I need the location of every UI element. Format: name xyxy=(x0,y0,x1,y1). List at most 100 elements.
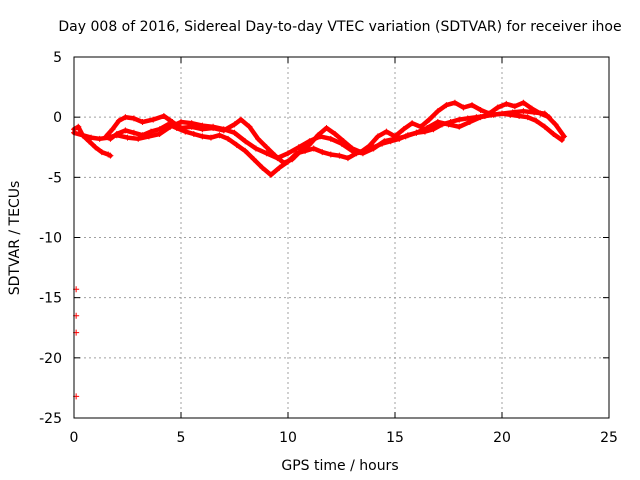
data-point xyxy=(237,116,244,123)
data-point xyxy=(231,121,238,128)
data-point xyxy=(139,132,146,139)
data-point xyxy=(165,121,172,128)
y-tick-label: 5 xyxy=(53,50,62,66)
data-point xyxy=(242,147,249,154)
data-point xyxy=(336,152,343,159)
data-point xyxy=(160,112,167,119)
data-point xyxy=(421,128,428,135)
y-tick-label: -5 xyxy=(48,170,62,186)
chart-title: Day 008 of 2016, Sidereal Day-to-day VTE… xyxy=(58,19,621,35)
data-point xyxy=(520,99,527,106)
data-point xyxy=(481,112,488,119)
y-tick-label: -15 xyxy=(39,291,62,307)
data-point xyxy=(293,150,300,157)
data-point xyxy=(327,151,334,158)
data-point xyxy=(276,164,283,171)
data-point xyxy=(473,114,480,121)
data-point xyxy=(507,111,514,118)
data-point xyxy=(285,158,291,165)
data-point xyxy=(550,131,557,138)
x-tick-label: 5 xyxy=(177,430,186,446)
y-tick-label: -20 xyxy=(39,351,62,367)
data-point xyxy=(124,134,131,141)
data-point xyxy=(426,116,433,123)
x-tick-label: 15 xyxy=(386,430,404,446)
data-point xyxy=(310,145,317,152)
data-point xyxy=(327,135,334,142)
data-point xyxy=(443,102,450,109)
data-point xyxy=(499,110,505,117)
x-tick-label: 0 xyxy=(70,430,79,446)
data-point xyxy=(434,108,441,115)
data-point xyxy=(558,137,565,144)
data-point xyxy=(130,115,137,122)
data-point xyxy=(255,135,262,142)
data-point xyxy=(516,112,523,119)
data-point xyxy=(207,134,214,141)
data-point xyxy=(430,126,437,133)
data-point xyxy=(451,99,458,106)
y-tick-label: -25 xyxy=(39,411,62,427)
data-point xyxy=(469,102,476,109)
x-tick-label: 20 xyxy=(493,430,511,446)
data-point xyxy=(537,110,544,117)
data-point xyxy=(220,127,227,134)
data-point xyxy=(494,104,501,111)
data-point xyxy=(109,126,116,133)
data-point xyxy=(250,156,257,163)
data-point xyxy=(107,152,114,159)
data-point xyxy=(533,117,540,124)
data-point xyxy=(263,150,270,157)
data-point xyxy=(362,147,369,154)
data-point xyxy=(503,100,510,107)
data-point xyxy=(306,141,313,148)
data-point xyxy=(122,114,129,121)
data-point xyxy=(139,118,146,125)
data-point xyxy=(173,124,180,131)
data-point xyxy=(323,124,330,131)
data-point xyxy=(387,138,394,145)
data-point xyxy=(210,124,217,131)
data-point xyxy=(190,131,197,138)
data-points xyxy=(71,99,568,400)
data-point xyxy=(552,121,559,128)
data-point xyxy=(188,123,195,130)
data-point xyxy=(135,135,142,142)
data-point xyxy=(349,145,356,152)
data-point xyxy=(413,129,420,136)
y-axis-label: SDTVAR / TECUs xyxy=(7,181,23,296)
x-axis-label: GPS time / hours xyxy=(281,458,398,474)
data-point xyxy=(88,134,95,141)
data-point xyxy=(344,155,351,162)
data-point xyxy=(113,131,120,138)
data-point xyxy=(285,150,291,157)
data-point xyxy=(541,123,548,130)
data-point xyxy=(107,135,114,142)
data-point xyxy=(383,128,390,135)
x-tick-label: 25 xyxy=(600,430,618,446)
data-point xyxy=(546,114,553,121)
data-point xyxy=(456,116,463,123)
data-point xyxy=(490,111,497,118)
data-point xyxy=(332,131,339,138)
data-point xyxy=(302,147,309,154)
data-point xyxy=(122,127,129,134)
data-point xyxy=(439,121,446,128)
data-point xyxy=(263,144,270,151)
data-point xyxy=(434,118,441,125)
data-point xyxy=(259,164,266,171)
data-point xyxy=(246,123,253,130)
data-point xyxy=(524,114,531,121)
data-point xyxy=(370,144,377,151)
data-point xyxy=(456,123,463,130)
data-point xyxy=(267,171,274,178)
y-tick-label: 0 xyxy=(53,110,62,126)
data-point xyxy=(396,135,403,142)
data-point xyxy=(353,150,360,157)
data-point xyxy=(216,132,223,139)
data-point xyxy=(225,135,232,142)
x-tick-label: 10 xyxy=(279,430,297,446)
data-point xyxy=(233,141,240,148)
